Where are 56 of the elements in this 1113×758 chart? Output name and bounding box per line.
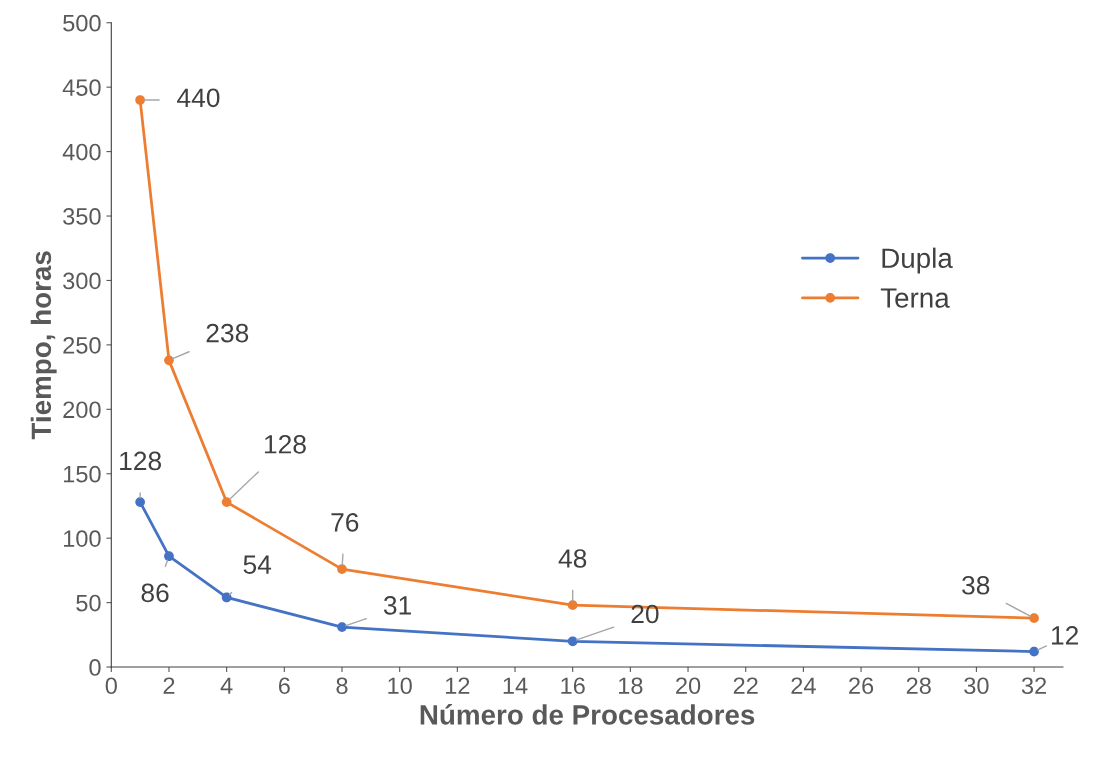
point	[164, 355, 174, 366]
x-tick-label: 16	[561, 677, 585, 695]
point	[164, 551, 174, 562]
point	[135, 95, 145, 105]
x-tick-label: 24	[791, 677, 816, 694]
y-tick-label: 350	[63, 208, 101, 225]
legend-label: Dupla	[882, 247, 953, 274]
point	[221, 497, 232, 507]
x-tick-label: 26	[849, 677, 874, 695]
y-tick-label: 500	[63, 14, 101, 32]
x-tick-label: 6	[278, 677, 290, 695]
x-tick-label: 4	[220, 677, 233, 694]
y-tick-label: 0	[89, 659, 101, 676]
x-tick-label: 0	[105, 677, 117, 695]
x-tick-label: 20	[676, 677, 701, 695]
legend-label: Terna	[880, 288, 950, 308]
data-label: 128	[120, 451, 162, 471]
point	[567, 600, 578, 611]
data-label: 12	[1051, 626, 1078, 645]
y-tick-label: 100	[63, 530, 101, 547]
y-axis-title: Tiempo, horas	[30, 251, 57, 440]
data-label: 238	[206, 323, 249, 343]
data-label: 440	[177, 88, 220, 108]
y-tick-label: 300	[63, 272, 101, 290]
point	[567, 636, 578, 647]
x-tick-label: 18	[619, 677, 643, 695]
y-tick-label: 200	[63, 401, 101, 419]
x-tick-label: 14	[503, 677, 528, 694]
y-tick-label: 400	[62, 143, 101, 161]
x-tick-label: 22	[733, 677, 758, 694]
y-tick-label: 250	[63, 336, 101, 354]
data-label: 76	[331, 513, 359, 532]
point	[135, 497, 145, 507]
x-tick-label: 30	[964, 677, 989, 695]
data-label: 31	[383, 596, 411, 615]
x-axis-title: Número de Procesadores	[420, 704, 755, 725]
point	[337, 564, 347, 574]
y-tick-label: 150	[63, 465, 101, 483]
y-tick-label: 450	[62, 79, 101, 96]
data-label: 48	[558, 549, 587, 568]
x-tick-label: 32	[1021, 677, 1047, 695]
point	[1029, 613, 1039, 623]
x-tick-label: 8	[336, 677, 348, 695]
data-label: 54	[243, 555, 272, 574]
point	[221, 592, 232, 603]
x-tick-label: 2	[163, 677, 175, 694]
y-tick-label: 50	[76, 594, 101, 612]
data-label: 86	[141, 583, 169, 603]
x-tick-label: 28	[906, 677, 931, 695]
data-label: 128	[264, 434, 306, 454]
point	[1029, 646, 1039, 657]
x-tick-label: 10	[388, 677, 412, 695]
x-tick-label: 12	[446, 677, 470, 694]
data-label: 20	[631, 604, 659, 624]
data-label: 38	[962, 575, 990, 595]
point	[337, 622, 347, 632]
